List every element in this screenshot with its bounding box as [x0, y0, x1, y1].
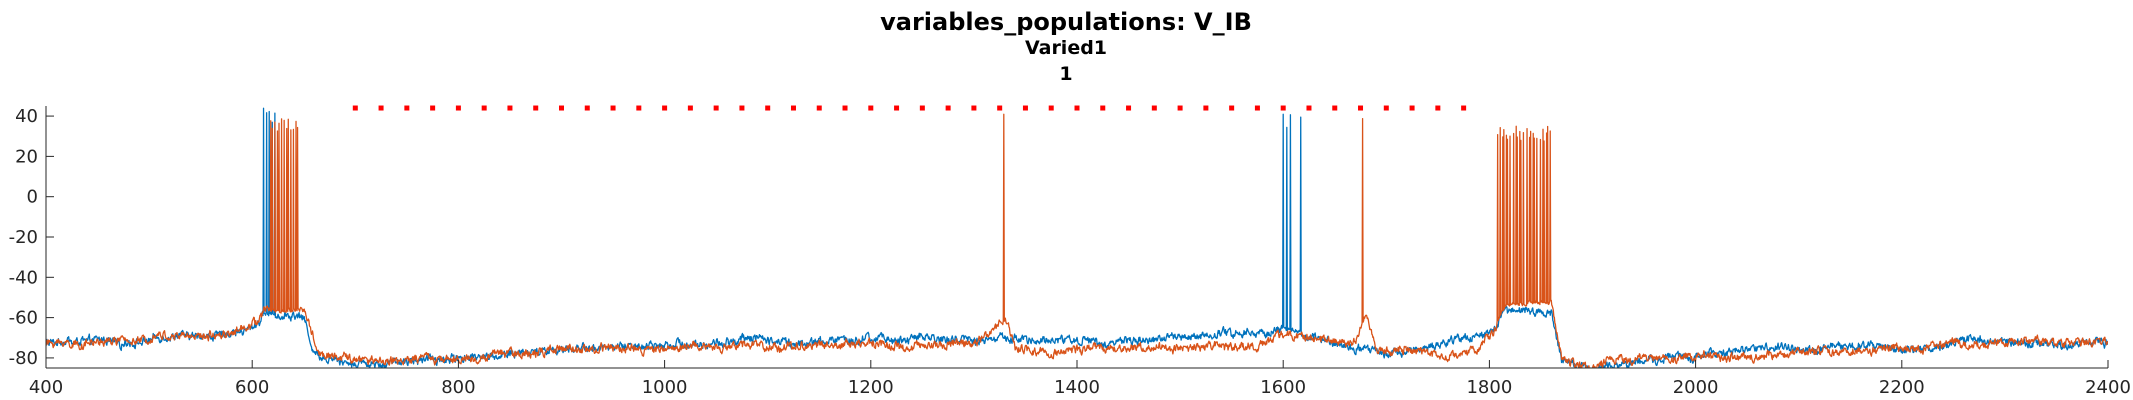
y-tick-label: -20 [9, 227, 38, 248]
threshold-dot [1254, 105, 1260, 111]
threshold-dot [765, 105, 771, 111]
threshold-dot [945, 105, 951, 111]
threshold-dot [1126, 105, 1132, 111]
x-tick-label: 1000 [642, 377, 688, 398]
threshold-dot [1280, 105, 1286, 111]
threshold-dot [559, 105, 564, 111]
chart-title: variables_populations: V_IB [880, 8, 1252, 36]
threshold-dot [636, 105, 642, 111]
threshold-dot [584, 105, 590, 111]
threshold-dot [713, 105, 719, 111]
chart-subtitle: Varied1 [1025, 37, 1107, 59]
threshold-dot [1100, 105, 1106, 111]
threshold-dot [894, 105, 900, 111]
threshold-dot [1383, 105, 1389, 111]
threshold-dot [378, 105, 384, 111]
threshold-dot [790, 105, 796, 111]
y-tick-label: -80 [9, 348, 38, 369]
threshold-dot [997, 105, 1003, 111]
y-tick-label: 0 [27, 187, 38, 208]
threshold-dot [430, 105, 436, 111]
y-tick-label: 20 [15, 146, 38, 167]
y-tick-label: -40 [9, 267, 38, 288]
threshold-dot [662, 105, 668, 111]
threshold-dot [1151, 105, 1157, 111]
threshold-dot [1022, 105, 1028, 111]
threshold-dot [971, 105, 977, 111]
x-tick-label: 400 [29, 377, 63, 398]
threshold-dot [1306, 105, 1312, 111]
threshold-dot [816, 105, 822, 111]
series-layer [46, 107, 2108, 368]
series-line-1 [46, 107, 2108, 368]
x-tick-label: 2000 [1673, 377, 1719, 398]
threshold-dot [1461, 105, 1467, 111]
x-tick-label: 1800 [1466, 377, 1512, 398]
threshold-dot [868, 105, 874, 111]
threshold-dot [533, 105, 539, 111]
threshold-dot [1435, 105, 1441, 111]
threshold-dot [842, 105, 848, 111]
threshold-dot [610, 105, 616, 111]
threshold-dot [404, 105, 410, 111]
y-tick-label: -60 [9, 308, 38, 329]
x-tick-label: 1400 [1054, 377, 1100, 398]
threshold-dot [919, 105, 925, 111]
threshold-dot [455, 105, 461, 111]
threshold-dot [507, 105, 513, 111]
threshold-dot [1229, 105, 1235, 111]
threshold-dot [1332, 105, 1338, 111]
chart-subtitle-index: 1 [1059, 63, 1072, 85]
y-tick-label: 40 [15, 106, 38, 127]
x-tick-label: 1200 [848, 377, 894, 398]
threshold-dot [1203, 105, 1209, 111]
threshold-marker-layer [352, 105, 1467, 111]
threshold-dot [1409, 105, 1415, 111]
threshold-dot [739, 105, 745, 111]
x-tick-label: 800 [441, 377, 475, 398]
threshold-dot [1074, 105, 1080, 111]
threshold-dot [1048, 105, 1054, 111]
threshold-dot [481, 105, 487, 111]
x-tick-label: 2200 [1879, 377, 1925, 398]
threshold-dot [687, 105, 693, 111]
threshold-dot [1358, 105, 1364, 111]
series-line-2 [46, 113, 2108, 368]
x-tick-label: 600 [235, 377, 269, 398]
axes-layer: 400 600 800 1000 1200 1400 1600 1800 2000 2200 240… [9, 106, 2131, 398]
x-tick-label: 1600 [1260, 377, 1306, 398]
threshold-dot [352, 105, 358, 111]
x-tick-label: 2400 [2085, 377, 2131, 398]
threshold-dot [1177, 105, 1183, 111]
